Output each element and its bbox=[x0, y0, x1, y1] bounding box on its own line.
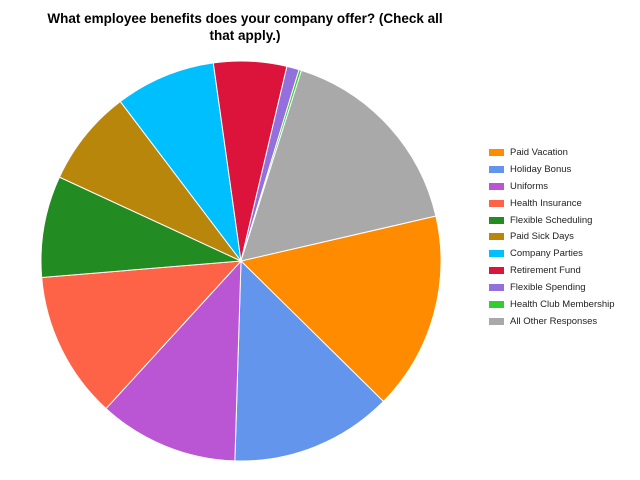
pie-slice-flexible-scheduling bbox=[40, 176, 243, 278]
legend-label: Health Club Membership bbox=[510, 298, 615, 310]
legend-swatch bbox=[489, 300, 504, 308]
pie-slice-health-insurance bbox=[41, 260, 243, 410]
legend-swatch bbox=[489, 165, 504, 173]
legend-item-flexible-spending: Flexible Spending bbox=[489, 279, 634, 296]
legend-label: Holiday Bonus bbox=[510, 163, 572, 175]
pie-slices bbox=[40, 60, 442, 462]
legend-label: Flexible Scheduling bbox=[510, 214, 593, 226]
legend-item-flexible-scheduling: Flexible Scheduling bbox=[489, 212, 634, 229]
legend-swatch bbox=[489, 267, 504, 275]
pie-slice-uniforms bbox=[105, 259, 242, 462]
legend-item-holiday-bonus: Holiday Bonus bbox=[489, 161, 634, 178]
chart-title: What employee benefits does your company… bbox=[47, 11, 443, 43]
pie-slice-all-other-responses bbox=[240, 69, 437, 262]
pie-slice-paid-vacation bbox=[240, 215, 442, 403]
legend-label: Paid Vacation bbox=[510, 146, 568, 158]
legend-label: Uniforms bbox=[510, 180, 549, 192]
legend-swatch bbox=[489, 182, 504, 190]
legend: Paid Vacation Holiday Bonus Uniforms Health… bbox=[489, 144, 634, 330]
legend-swatch bbox=[489, 216, 504, 224]
legend-item-paid-sick-days: Paid Sick Days bbox=[489, 228, 634, 245]
legend-swatch bbox=[489, 284, 504, 292]
pie-slice-company-parties bbox=[119, 62, 242, 263]
legend-label: Company Parties bbox=[510, 248, 583, 260]
legend-label: Flexible Spending bbox=[510, 282, 586, 294]
pie-slice-holiday-bonus bbox=[234, 259, 385, 462]
legend-item-company-parties: Company Parties bbox=[489, 245, 634, 262]
legend-label: Paid Sick Days bbox=[510, 231, 574, 243]
legend-swatch bbox=[489, 233, 504, 241]
legend-swatch bbox=[489, 199, 504, 207]
legend-label: Health Insurance bbox=[510, 197, 582, 209]
legend-swatch bbox=[489, 148, 504, 156]
legend-item-health-insurance: Health Insurance bbox=[489, 195, 634, 212]
pie-slice-paid-sick-days bbox=[58, 100, 242, 262]
legend-item-paid-vacation: Paid Vacation bbox=[489, 144, 634, 161]
legend-item-all-other-responses: All Other Responses bbox=[489, 313, 634, 330]
legend-item-uniforms: Uniforms bbox=[489, 178, 634, 195]
legend-label: All Other Responses bbox=[510, 315, 598, 327]
legend-item-health-club-membership: Health Club Membership bbox=[489, 296, 634, 313]
legend-item-retirement-fund: Retirement Fund bbox=[489, 262, 634, 279]
legend-label: Retirement Fund bbox=[510, 265, 581, 277]
legend-swatch bbox=[489, 250, 504, 258]
legend-swatch bbox=[489, 317, 504, 325]
